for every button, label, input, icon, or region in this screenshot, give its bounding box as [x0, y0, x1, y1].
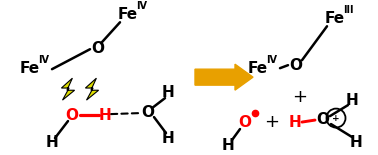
- Text: IV: IV: [136, 1, 147, 11]
- FancyArrow shape: [195, 64, 253, 90]
- Text: O: O: [239, 115, 251, 130]
- Text: Fe: Fe: [248, 61, 268, 76]
- Text: III: III: [343, 5, 353, 15]
- Text: IV: IV: [38, 55, 49, 65]
- Text: H: H: [99, 108, 112, 123]
- Text: Fe: Fe: [20, 61, 40, 76]
- Text: O: O: [316, 112, 330, 127]
- Text: O: O: [141, 105, 155, 120]
- Text: Fe: Fe: [325, 11, 345, 26]
- Text: H: H: [345, 93, 358, 108]
- Text: H: H: [46, 135, 58, 150]
- Text: O: O: [65, 108, 79, 123]
- Text: +: +: [293, 88, 307, 106]
- Text: H: H: [350, 135, 363, 150]
- Text: O: O: [91, 41, 104, 56]
- Polygon shape: [85, 78, 99, 100]
- Text: H: H: [162, 85, 174, 100]
- Text: Fe: Fe: [118, 7, 138, 22]
- Text: H: H: [222, 137, 234, 153]
- Text: +: +: [265, 113, 279, 131]
- Text: O: O: [290, 58, 302, 73]
- Text: IV: IV: [266, 55, 277, 65]
- Text: +: +: [332, 114, 340, 123]
- Text: H: H: [162, 131, 174, 146]
- Text: H: H: [289, 115, 301, 130]
- Polygon shape: [61, 78, 74, 100]
